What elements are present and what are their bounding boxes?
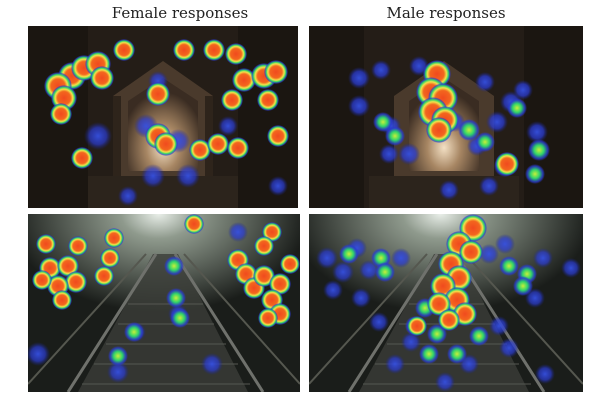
heatmap-panel-female-bridge: [28, 26, 298, 208]
female-responses-title: Female responses: [111, 4, 249, 22]
male-responses-title: Male responses: [386, 4, 506, 22]
heatmap-panel-female-stairway: [28, 214, 300, 392]
heatmap-panel-male-bridge: [309, 26, 583, 208]
heatmap-panel-male-stairway: [309, 214, 583, 392]
panel-divider: [24, 208, 588, 214]
